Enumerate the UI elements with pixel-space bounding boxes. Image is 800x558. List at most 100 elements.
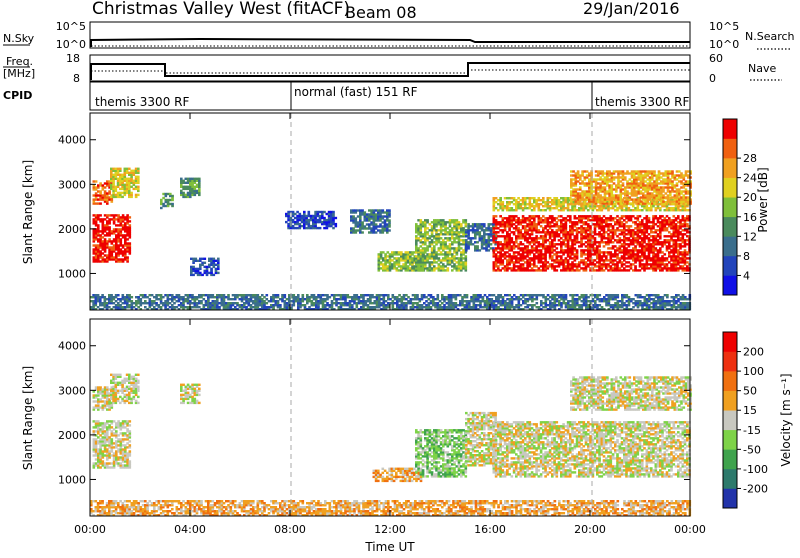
freq-tick-bottom-left: 8 [73, 72, 80, 85]
power-cell [670, 245, 673, 247]
power-cell [565, 217, 568, 219]
power-cell [111, 198, 114, 200]
power-cell [502, 201, 505, 203]
power-cell [594, 215, 597, 217]
power-cell [97, 190, 100, 192]
power-cell [191, 306, 194, 308]
power-cell [676, 182, 679, 184]
power-cell [171, 203, 174, 205]
power-cell [547, 261, 550, 263]
power-cell [97, 214, 100, 216]
power-cell [115, 252, 118, 254]
power-cell [679, 243, 682, 245]
power-cell [209, 302, 212, 304]
power-cell [131, 300, 134, 302]
power-cell [580, 215, 583, 217]
power-cell [323, 217, 326, 219]
power-cell [218, 294, 221, 296]
power-cell [104, 296, 107, 298]
power-cell [515, 235, 518, 237]
power-cell [515, 225, 518, 227]
power-cell [462, 219, 465, 221]
power-cell [299, 213, 302, 215]
power-cell [180, 190, 183, 192]
power-cell [621, 229, 624, 231]
power-cell [126, 294, 129, 296]
power-cell [679, 245, 682, 247]
power-cell [558, 209, 561, 211]
power-cell [153, 300, 156, 302]
power-cell [111, 246, 114, 248]
power-cell [200, 300, 203, 302]
power-cell [649, 176, 652, 178]
power-cell [115, 186, 118, 188]
power-cell [515, 219, 518, 221]
power-cell [621, 269, 624, 271]
power-cell [511, 197, 514, 199]
power-cell [217, 266, 220, 268]
power-cell [680, 190, 683, 192]
power-cell [666, 235, 669, 237]
power-cell [685, 198, 688, 200]
power-cell [122, 294, 125, 296]
power-cell [551, 229, 554, 231]
power-cell [129, 220, 132, 222]
power-cell [144, 300, 147, 302]
power-cell [542, 205, 545, 207]
power-cell [99, 296, 102, 298]
power-cell [639, 245, 642, 247]
power-cell [613, 176, 616, 178]
power-cell [658, 170, 661, 172]
power-cell [570, 178, 573, 180]
freq-tick-top-right: 60 [709, 52, 723, 65]
power-cell [453, 247, 456, 249]
power-cell [93, 248, 96, 250]
freq-tick-top-left: 18 [66, 52, 80, 65]
power-cell [415, 235, 418, 237]
power-cell [661, 241, 664, 243]
power-cell [326, 213, 329, 215]
power-cell [604, 186, 607, 188]
power-cell [520, 203, 523, 205]
power-cell [585, 245, 588, 247]
power-cell [679, 209, 682, 211]
power-cell [680, 186, 683, 188]
power-cell [515, 269, 518, 271]
power-cell [662, 200, 665, 202]
power-cell [667, 198, 670, 200]
power-cell [189, 178, 192, 180]
power-cell [666, 227, 669, 229]
power-cell [558, 243, 561, 245]
power-cell [604, 198, 607, 200]
power-cell [499, 197, 502, 199]
power-cell [606, 198, 609, 200]
power-cell [128, 188, 131, 190]
power-cell [593, 186, 596, 188]
power-cell [382, 257, 385, 259]
power-cell [110, 196, 113, 198]
power-cell [685, 196, 688, 198]
power-cell [429, 261, 432, 263]
power-cell [577, 170, 580, 172]
power-cell [493, 227, 496, 229]
power-cell [542, 245, 545, 247]
power-cell [361, 231, 364, 233]
power-cell [589, 245, 592, 247]
power-cell [319, 211, 322, 213]
power-cell [422, 241, 425, 243]
power-cell [574, 235, 577, 237]
power-cell [662, 186, 665, 188]
power-cell [502, 245, 505, 247]
cpid-segment-3: themis 3300 RF [595, 95, 689, 109]
power-cell [533, 215, 536, 217]
power-cell [585, 257, 588, 259]
power-cell [323, 227, 326, 229]
power-cell [449, 219, 452, 221]
power-cell [497, 231, 500, 233]
power-cell [485, 233, 488, 235]
power-cell [520, 263, 523, 265]
power-cell [422, 221, 425, 223]
power-cell [622, 192, 625, 194]
power-cell [502, 259, 505, 261]
power-cell [97, 224, 100, 226]
